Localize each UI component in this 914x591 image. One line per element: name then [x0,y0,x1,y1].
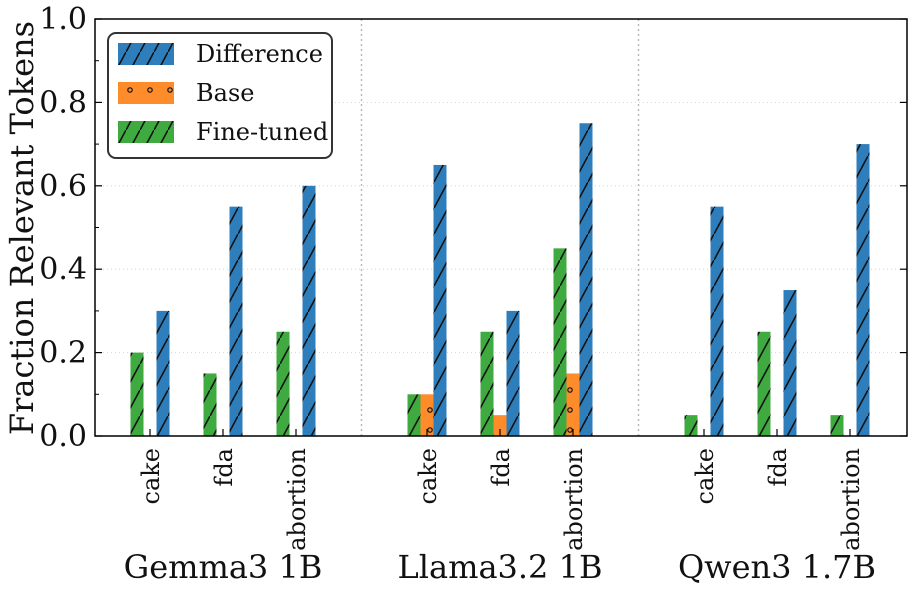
y-axis-label: Fraction Relevant Tokens [3,21,41,435]
legend-label: Difference [196,40,323,68]
x-tick-label: abortion [560,448,588,551]
bar-base [566,373,580,436]
bar-difference [506,310,520,436]
y-tick-label: 0.4 [39,252,87,287]
bar-finetuned [130,352,144,436]
legend-label: Base [196,79,254,107]
x-tick-label: abortion [283,448,311,551]
legend-swatch [118,43,174,65]
legend-swatch [118,121,174,143]
x-tick-label: cake [414,448,442,505]
bar-finetuned [407,394,421,436]
x-tick-label: fda [764,448,792,487]
bar-finetuned [276,331,290,436]
model-group-label: Llama3.2 1B [398,548,603,586]
x-tick-label: fda [487,448,515,487]
model-group-label: Qwen3 1.7B [678,548,876,586]
grid-lines [95,102,907,354]
y-tick-label: 0.0 [39,419,87,454]
x-tick-label: abortion [837,448,865,551]
bar-difference [302,185,316,436]
y-tick-label: 0.8 [39,85,87,120]
bar-difference [710,206,724,436]
legend-swatch [118,82,174,104]
legend: Difference Base Fine-tuned [107,32,333,159]
bar-difference [229,206,243,436]
x-tick-label: cake [691,448,719,505]
bar-finetuned [480,331,494,436]
bar-finetuned [203,373,217,436]
bar-base [420,394,434,436]
y-axis: 0.0 0.2 0.4 0.6 0.8 1.0 [39,2,907,454]
bar-difference [783,290,797,436]
bars [130,123,870,436]
y-tick-label: 0.6 [39,169,87,204]
bar-finetuned [684,415,698,436]
bar-finetuned [830,415,844,436]
bar-difference [433,164,447,436]
legend-label: Fine-tuned [196,118,328,146]
bar-difference [856,144,870,436]
group-separators [360,19,640,436]
y-tick-label: 0.2 [39,336,87,371]
bar-difference [156,310,170,436]
x-tick-label: fda [210,448,238,487]
bar-finetuned [757,331,771,436]
model-group-label: Gemma3 1B [124,548,323,586]
bar-finetuned [553,248,567,436]
x-tick-label: cake [137,448,165,505]
y-tick-label: 1.0 [39,2,87,37]
bar-base [493,415,507,436]
bar-difference [579,123,593,436]
